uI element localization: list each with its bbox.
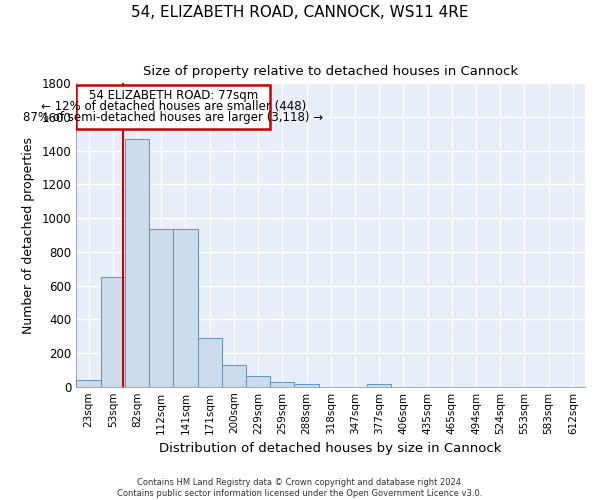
Bar xyxy=(125,139,149,386)
Bar xyxy=(367,384,391,386)
Bar xyxy=(270,382,295,386)
Bar xyxy=(149,229,173,386)
Bar xyxy=(76,380,101,386)
Bar xyxy=(101,277,125,386)
Bar xyxy=(173,229,197,386)
Bar xyxy=(222,365,246,386)
Bar xyxy=(246,376,270,386)
Title: Size of property relative to detached houses in Cannock: Size of property relative to detached ho… xyxy=(143,65,518,78)
Bar xyxy=(197,338,222,386)
Text: ← 12% of detached houses are smaller (448): ← 12% of detached houses are smaller (44… xyxy=(41,100,306,114)
Text: 54, ELIZABETH ROAD, CANNOCK, WS11 4RE: 54, ELIZABETH ROAD, CANNOCK, WS11 4RE xyxy=(131,5,469,20)
Bar xyxy=(295,384,319,386)
Text: 87% of semi-detached houses are larger (3,118) →: 87% of semi-detached houses are larger (… xyxy=(23,112,323,124)
Y-axis label: Number of detached properties: Number of detached properties xyxy=(22,136,35,334)
Text: 54 ELIZABETH ROAD: 77sqm: 54 ELIZABETH ROAD: 77sqm xyxy=(89,90,258,102)
Text: Contains HM Land Registry data © Crown copyright and database right 2024.
Contai: Contains HM Land Registry data © Crown c… xyxy=(118,478,482,498)
X-axis label: Distribution of detached houses by size in Cannock: Distribution of detached houses by size … xyxy=(160,442,502,455)
Bar xyxy=(76,85,270,129)
